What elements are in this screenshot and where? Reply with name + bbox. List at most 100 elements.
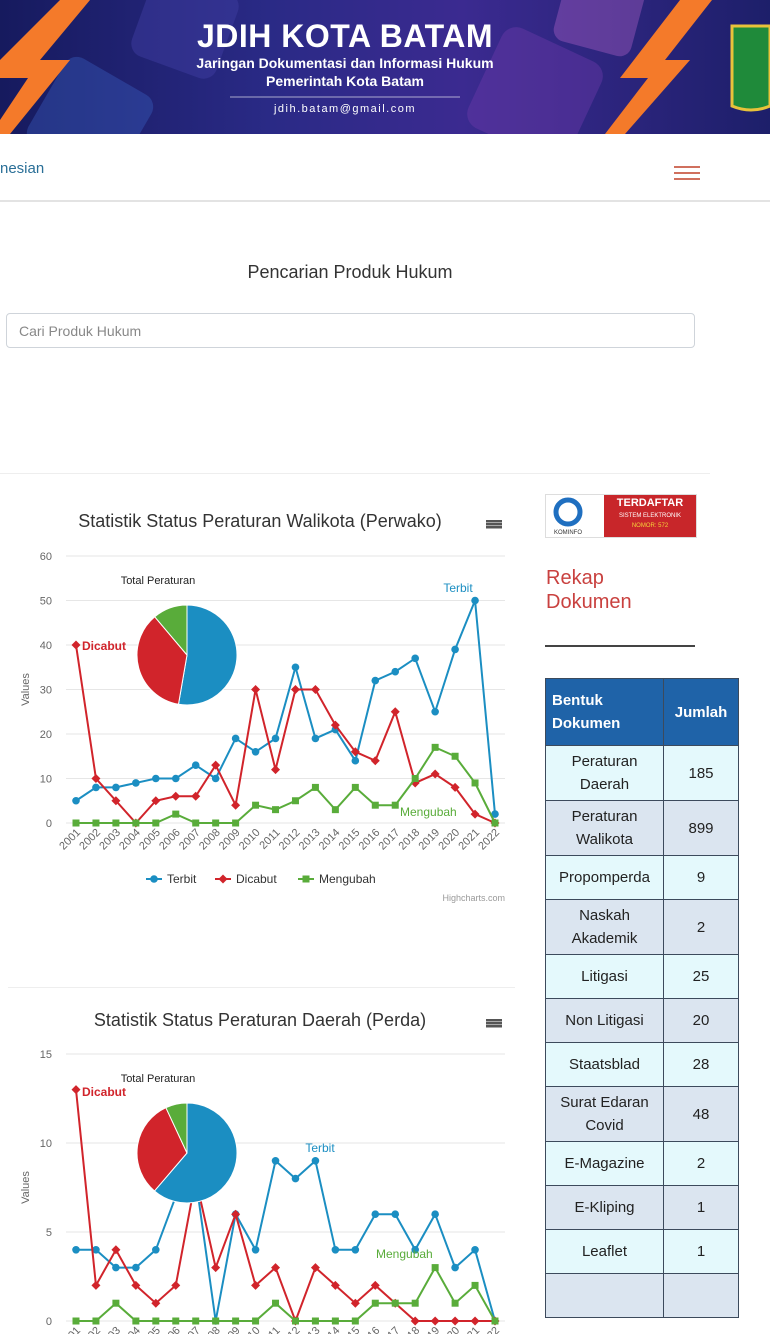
point [172, 1317, 180, 1325]
x-tick-label: 2003 [97, 827, 123, 853]
point [132, 819, 140, 827]
point [92, 783, 100, 792]
menu-bar[interactable] [486, 523, 502, 526]
point [131, 1280, 141, 1290]
y-axis-title: Values [20, 673, 32, 706]
type-cell: E-Kliping [545, 1185, 664, 1230]
point [351, 1317, 359, 1325]
heading-underline [545, 645, 695, 647]
point [272, 1299, 280, 1307]
point [471, 596, 479, 605]
legend-symbol [302, 875, 310, 883]
type-cell: E-Magazine [545, 1141, 664, 1186]
legend-label[interactable]: Mengubah [319, 872, 376, 886]
point [310, 685, 320, 694]
x-tick-label: 2011 [257, 1325, 282, 1334]
x-tick-label: 2010 [237, 827, 263, 853]
menu-bar[interactable] [486, 526, 502, 529]
point [252, 1317, 260, 1325]
language-link[interactable]: nesian [0, 160, 45, 177]
legend-symbol [218, 874, 228, 884]
x-tick-label: 2014 [317, 827, 343, 853]
menu-bar[interactable] [486, 1025, 502, 1028]
deco [553, 0, 647, 57]
point [92, 1317, 100, 1325]
table-row: Propomperda 9 [545, 855, 739, 900]
pie-slice [154, 604, 188, 657]
x-tick-label: 2020 [436, 1325, 462, 1334]
table-row: E-Kliping 1 [545, 1185, 739, 1230]
x-tick-label: 2017 [377, 827, 403, 853]
type-cell: Litigasi [545, 954, 664, 999]
badge-bg [604, 495, 696, 537]
x-tick-label: 2002 [77, 1325, 103, 1334]
pie-slice [165, 1102, 188, 1154]
point [212, 819, 220, 827]
point [411, 1246, 419, 1254]
kominfo-badge[interactable]: TERDAFTAR SISTEM ELEKTRONIK NOMOR: 572 K… [545, 494, 697, 538]
point [231, 734, 240, 743]
type-cell: Peraturan Walikota [545, 800, 664, 856]
pie-title: Total Peraturan [121, 1073, 196, 1085]
point [71, 1085, 81, 1095]
point [491, 810, 499, 818]
table-body: Peraturan Daerah 185 Peraturan Walikota 899… [545, 745, 739, 1318]
x-tick-label: 2001 [57, 1325, 83, 1334]
series-line [76, 1158, 496, 1322]
x-tick-label: 2019 [416, 827, 442, 853]
point [451, 752, 459, 760]
search-input[interactable]: Cari Produk Hukum [6, 313, 695, 348]
point [251, 1246, 260, 1254]
point [410, 1316, 420, 1326]
point [72, 819, 80, 827]
point [111, 1245, 121, 1255]
menu-button[interactable] [674, 164, 702, 184]
badge-subtitle: SISTEM ELEKTRONIK [619, 513, 681, 519]
menu-bar[interactable] [486, 1019, 502, 1022]
menu-bar[interactable] [486, 1022, 502, 1025]
point [351, 783, 359, 791]
site-title: JDIH KOTA BATAM [196, 18, 494, 54]
series-annotation: Mengubah [400, 805, 457, 819]
x-tick-label: 2015 [337, 1325, 363, 1334]
deco [26, 56, 154, 134]
legend-label[interactable]: Dicabut [236, 872, 277, 886]
header-cell: Bentuk Dokumen [545, 678, 664, 746]
point [491, 819, 499, 827]
lightning [605, 0, 712, 134]
logo [730, 24, 770, 112]
point [370, 1280, 380, 1290]
table-row: Non Litigasi 20 [545, 998, 739, 1043]
site-email: jdih.batam@gmail.com [273, 103, 417, 115]
sidebar-heading: Rekap Dokumen [546, 567, 632, 613]
pie-slice [177, 604, 238, 706]
x-tick-label: 2021 [456, 827, 482, 853]
pie-slice [153, 1102, 238, 1204]
x-tick-label: 2015 [337, 827, 363, 853]
menu-bar[interactable] [486, 520, 502, 523]
point [471, 1246, 479, 1254]
y-axis-title: Values [20, 1171, 32, 1204]
type-cell: Leaflet [545, 1229, 664, 1274]
point [92, 819, 100, 827]
point [211, 760, 221, 770]
header-cell: Jumlah [663, 678, 739, 746]
count-cell: 20 [663, 998, 739, 1043]
separator [0, 473, 710, 474]
point [291, 1174, 300, 1183]
point [251, 1280, 261, 1290]
type-cell: Propomperda [545, 855, 664, 900]
legend-label[interactable]: Terbit [167, 872, 197, 886]
x-tick-label: 2004 [117, 1325, 143, 1334]
series-line [75, 600, 496, 815]
x-tick-label: 2001 [57, 827, 83, 853]
point [192, 819, 200, 827]
x-tick-label: 2008 [197, 827, 223, 853]
chart-title: Statistik Status Peraturan Daerah (Perda… [94, 1010, 426, 1030]
table-row: Surat Edaran Covid 48 [545, 1086, 739, 1142]
point [331, 1246, 340, 1254]
point [112, 783, 120, 792]
point [151, 1298, 161, 1308]
point [391, 1210, 400, 1218]
point [371, 801, 379, 809]
